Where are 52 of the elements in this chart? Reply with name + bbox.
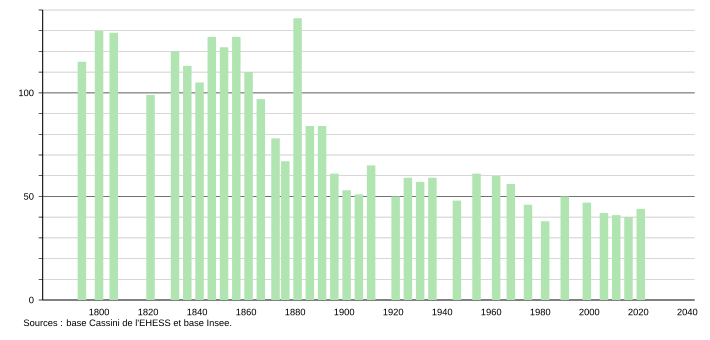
bar	[416, 182, 424, 300]
y-tick-label: 0	[29, 296, 34, 304]
source-note: Sources : base Cassini de l'EHESS et base Insee.	[24, 319, 232, 326]
x-tick-label: 2000	[579, 308, 600, 316]
bar	[612, 215, 620, 300]
bar	[256, 99, 266, 300]
bar	[636, 208, 645, 300]
bar	[472, 174, 481, 300]
bar	[244, 72, 253, 300]
x-tick-label: 1820	[138, 308, 158, 316]
bar	[220, 47, 228, 300]
x-tick-label: 1840	[187, 308, 208, 316]
bar	[110, 32, 118, 300]
bar	[366, 165, 376, 300]
x-tick-label: 1800	[89, 308, 110, 316]
bar	[524, 204, 532, 300]
x-tick-label: 2020	[628, 308, 648, 316]
x-tick-label: 1920	[384, 308, 404, 316]
bar	[232, 36, 241, 300]
x-tick-label: 1960	[482, 308, 502, 316]
y-tick-label: 50	[24, 193, 34, 200]
bar	[404, 178, 412, 300]
bar	[318, 126, 326, 300]
x-tick-label: 1880	[285, 308, 306, 316]
x-tick-label: 1980	[530, 308, 550, 316]
bar	[208, 36, 216, 300]
x-tick-label: 1940	[432, 308, 452, 316]
bar	[293, 18, 302, 300]
bar	[600, 213, 608, 300]
bar	[306, 126, 314, 300]
bar	[560, 196, 570, 300]
x-tick-label: 1860	[236, 308, 256, 316]
bar	[540, 221, 550, 300]
bar	[330, 174, 339, 300]
bar	[582, 202, 592, 300]
x-tick-label: 1900	[334, 308, 354, 316]
y-tick-label: 100	[19, 90, 34, 96]
bar	[428, 178, 437, 300]
bar	[452, 200, 462, 300]
bar	[391, 196, 400, 300]
bar	[170, 51, 180, 300]
bar	[354, 194, 364, 300]
bar	[506, 184, 516, 300]
bar	[342, 190, 351, 300]
x-tick-label: 2040	[677, 308, 698, 316]
bar	[492, 176, 500, 300]
bar	[94, 30, 104, 300]
bar	[78, 62, 86, 300]
bar	[146, 94, 155, 300]
bar	[624, 217, 633, 300]
bar	[183, 66, 192, 300]
bar	[195, 82, 204, 300]
